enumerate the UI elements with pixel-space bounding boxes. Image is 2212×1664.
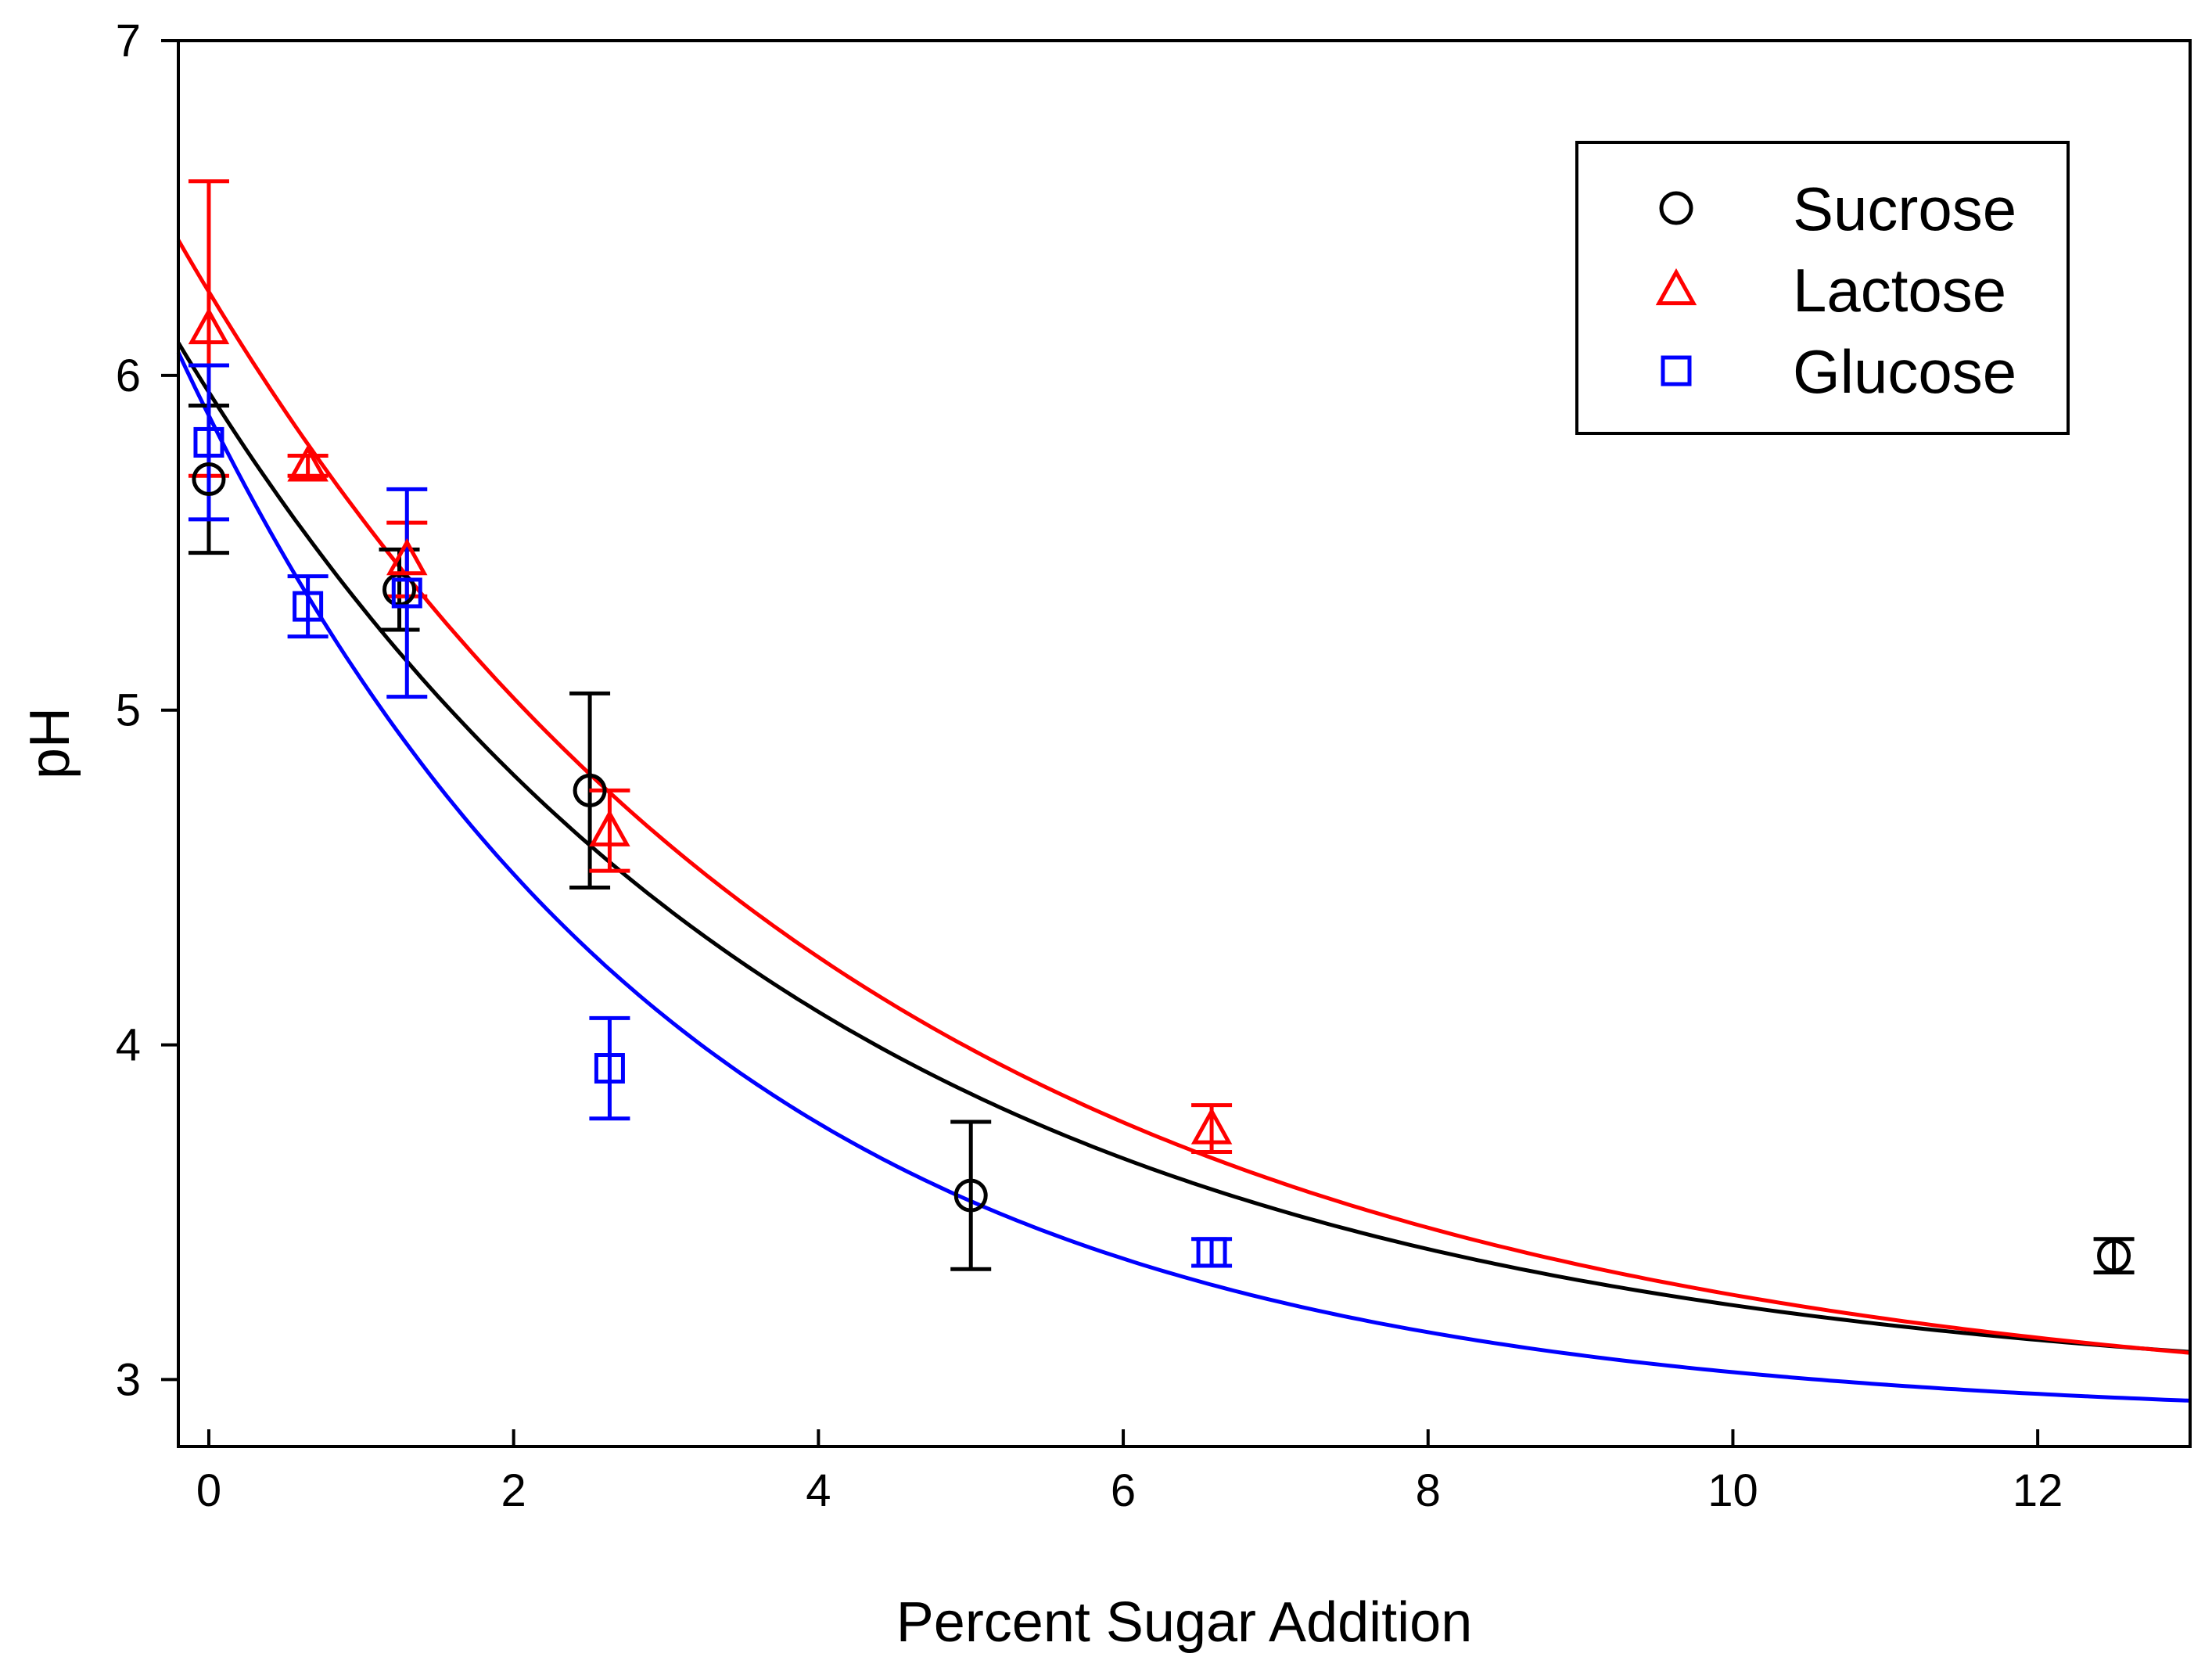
data-point-glucose-2 (391, 577, 422, 609)
plot-frame (177, 39, 2192, 1448)
data-point-lactose-2 (386, 538, 428, 576)
data-point-glucose-0 (193, 426, 224, 458)
data-point-sucrose-2 (573, 773, 607, 807)
data-point-sucrose-0 (192, 462, 226, 496)
x-tick-label-0: 0 (196, 1465, 221, 1516)
y-tick-label-3: 3 (116, 1354, 141, 1405)
y-axis: 3 4 5 6 7 (116, 16, 178, 1405)
data-markers (188, 307, 2131, 1273)
data-point-sucrose-3 (953, 1178, 988, 1213)
error-bar-glucose-1 (287, 574, 329, 639)
error-bar-glucose-2 (386, 487, 428, 699)
x-tick-label-4: 4 (806, 1465, 831, 1516)
data-point-glucose-4 (1196, 1237, 1227, 1268)
error-bars (188, 179, 2135, 1275)
x-tick-label-6: 6 (1111, 1465, 1136, 1516)
y-tick-label-7: 7 (116, 16, 141, 66)
legend-marker-lactose (1655, 268, 1697, 306)
legend: Sucrose Lactose Glucose (1575, 141, 2070, 435)
error-bar-glucose-3 (589, 1015, 630, 1121)
x-axis: 0 2 4 6 8 10 12 (196, 1429, 2063, 1516)
legend-label-lactose: Lactose (1793, 256, 2006, 325)
x-tick-label-10: 10 (1707, 1465, 1758, 1516)
legend-box (1575, 141, 2070, 435)
fit-curves (176, 239, 2191, 1403)
y-tick-label-5: 5 (116, 685, 141, 736)
legend-marker-glucose (1661, 355, 1692, 386)
data-point-sucrose-4 (2097, 1238, 2131, 1273)
y-axis-title: pH (19, 707, 81, 779)
data-point-lactose-0 (188, 307, 230, 345)
x-tick-label-12: 12 (2013, 1465, 2063, 1516)
data-point-lactose-1 (287, 444, 329, 482)
error-bar-lactose-3 (589, 788, 630, 873)
x-tick-label-8: 8 (1416, 1465, 1441, 1516)
data-point-lactose-3 (589, 809, 630, 846)
data-point-glucose-1 (293, 591, 324, 622)
legend-marker-sucrose (1659, 191, 1693, 225)
fit-curve-lactose (176, 239, 2191, 1355)
x-tick-label-2: 2 (501, 1465, 526, 1516)
y-tick-label-6: 6 (116, 350, 141, 401)
legend-items: Sucrose Lactose Glucose (1655, 174, 2016, 406)
x-axis-title: Percent Sugar Addition (896, 1591, 1473, 1654)
fit-curve-glucose (176, 351, 2191, 1403)
y-tick-label-4: 4 (116, 1020, 141, 1071)
data-point-lactose-4 (1190, 1107, 1233, 1145)
fit-curve-sucrose (176, 341, 2191, 1354)
legend-label-sucrose: Sucrose (1793, 174, 2016, 243)
data-point-glucose-3 (594, 1053, 625, 1084)
legend-label-glucose: Glucose (1793, 337, 2016, 406)
error-bar-sucrose-3 (950, 1120, 992, 1271)
